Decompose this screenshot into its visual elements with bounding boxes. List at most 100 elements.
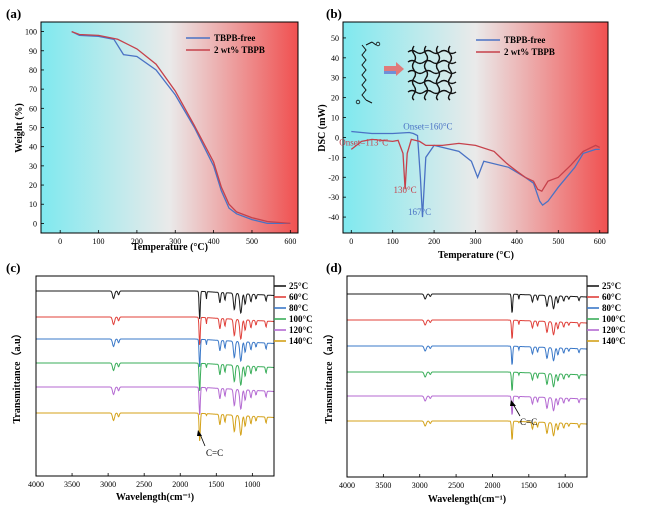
panel-a-y-axis-title: Weight (%) (14, 103, 25, 153)
panel-a-letter: (a) (6, 6, 21, 21)
x-tick-label: 2500 (136, 480, 152, 489)
annotation-label: 130°C (394, 185, 417, 195)
x-tick-label: 4000 (28, 480, 44, 489)
panel-a-legend: TBPB-free 2 wt% TBPB (186, 33, 265, 55)
y-tick-label: 20 (331, 94, 339, 103)
legend-label: 120°C (602, 325, 626, 335)
panel-c-cc-label: C=C (206, 448, 223, 458)
y-tick-label: 0 (335, 133, 339, 142)
panel-b-x-axis-title: Temperature (°C) (438, 250, 514, 261)
y-tick-label: -20 (328, 173, 339, 182)
annotation-label: Onset=160°C (403, 121, 452, 131)
x-tick-label: 500 (246, 237, 258, 246)
y-tick-label: 10 (331, 114, 339, 123)
y-tick-label: -10 (328, 153, 339, 162)
panel-b-background (343, 22, 608, 233)
legend-label: 80°C (602, 303, 621, 313)
panel-b-legend: TBPB-free 2 wt% TBPB (476, 35, 555, 57)
spectrum-line-140c (36, 412, 274, 441)
series-line-tbpb-free (71, 31, 291, 225)
spectrum-line-60c (36, 316, 274, 345)
y-tick-label: 60 (29, 104, 37, 113)
y-tick-label: -30 (328, 193, 339, 202)
panel-d-letter: (d) (326, 260, 342, 275)
x-tick-label: 500 (552, 237, 564, 246)
x-tick-label: 2500 (448, 481, 464, 490)
x-tick-label: 200 (428, 237, 440, 246)
legend-label: 25°C (289, 281, 308, 291)
panel-c-cc-annotation: C=C (197, 430, 223, 458)
x-tick-label: 0 (58, 237, 62, 246)
annotation-label: 167°C (408, 207, 431, 217)
legend-label: 60°C (289, 292, 308, 302)
y-tick-label: 20 (29, 181, 37, 190)
panel-c-y-axis-title: Transmittance（a.u） (10, 328, 23, 423)
y-tick-label: 50 (29, 124, 37, 133)
panel-b-letter: (b) (326, 6, 342, 21)
y-tick-label: 40 (29, 143, 37, 152)
y-tick-label: 10 (29, 200, 37, 209)
legend-label: 25°C (602, 281, 621, 291)
legend-label: 100°C (602, 314, 626, 324)
spectrum-line-120c (347, 395, 587, 415)
panel-d: (d) 4000 3500 3000 2500 2000 1500 1000 Wavelen… (322, 260, 626, 505)
panel-c-letter: (c) (6, 260, 20, 275)
annotation-label: Onset=113°C (339, 137, 388, 147)
x-tick-label: 4000 (339, 481, 355, 490)
spectrum-line-25c (347, 293, 587, 313)
y-tick-label: 80 (29, 66, 37, 75)
y-tick-label: 30 (331, 74, 339, 83)
panel-d-y-axis-title: Transmittance（a.u） (322, 328, 335, 423)
spectrum-line-80c (36, 338, 274, 367)
series-line-2wt-tbpb (71, 30, 291, 225)
x-tick-label: 2000 (172, 480, 188, 489)
y-tick-label: 90 (29, 47, 37, 56)
panel-d-cc-annotation: C=C (510, 400, 537, 427)
x-tick-label: 200 (131, 237, 143, 246)
panel-c: (c) 4000 3500 3000 2500 2000 1500 1000 Wavelen… (6, 260, 313, 503)
spectrum-line-80c (347, 345, 587, 365)
x-tick-label: 1500 (521, 481, 537, 490)
legend-label: 60°C (602, 292, 621, 302)
x-tick-label: 0 (349, 237, 353, 246)
y-tick-label: 50 (331, 34, 339, 43)
legend-label: 120°C (289, 325, 313, 335)
spectrum-line-25c (36, 290, 274, 319)
x-tick-label: 3500 (64, 480, 80, 489)
panel-b-y-axis-title: DSC (mW) (317, 104, 328, 152)
x-tick-label: 400 (208, 237, 220, 246)
legend-label: 140°C (289, 336, 313, 346)
panel-a-background (41, 22, 298, 233)
x-tick-label: 100 (93, 237, 105, 246)
x-tick-label: 1000 (557, 481, 573, 490)
x-tick-label: 300 (470, 237, 482, 246)
y-tick-label: 70 (29, 85, 37, 94)
x-tick-label: 2000 (484, 481, 500, 490)
y-tick-label: -40 (328, 213, 339, 222)
panel-a: (a) 0 100 200 300 400 500 600 0 10 20 30 40 50 60 70 8… (6, 6, 299, 253)
series-line-tbpb-free (351, 130, 600, 218)
panel-b-legend-label-tbpb-free: TBPB-free (504, 35, 545, 45)
crosslinked-network-icon (407, 45, 457, 101)
x-tick-label: 3000 (412, 481, 428, 490)
spectrum-line-140c (347, 420, 587, 440)
series-line-2wt-tbpb (350, 138, 600, 193)
panel-d-cc-label: C=C (520, 417, 537, 427)
panel-a-x-axis-title: Temperature (°C) (132, 242, 208, 253)
panel-b: (b) 0 100 200 300 400 5 (317, 6, 609, 261)
x-tick-label: 3500 (375, 481, 391, 490)
x-tick-label: 600 (594, 237, 606, 246)
panel-b-legend-label-2wt-tbpb: 2 wt% TBPB (504, 47, 555, 57)
panel-d-frame (346, 275, 588, 478)
reaction-arrow-icon (384, 62, 404, 76)
x-tick-label: 100 (387, 237, 399, 246)
spectrum-line-100c (347, 371, 587, 391)
x-tick-label: 1500 (208, 480, 224, 489)
x-tick-label: 600 (284, 237, 296, 246)
spectrum-line-120c (36, 386, 274, 415)
panel-a-legend-label-tbpb-free: TBPB-free (214, 33, 255, 43)
legend-label: 80°C (289, 303, 308, 313)
y-tick-label: 40 (331, 54, 339, 63)
molecule-structure-inset (355, 41, 381, 105)
